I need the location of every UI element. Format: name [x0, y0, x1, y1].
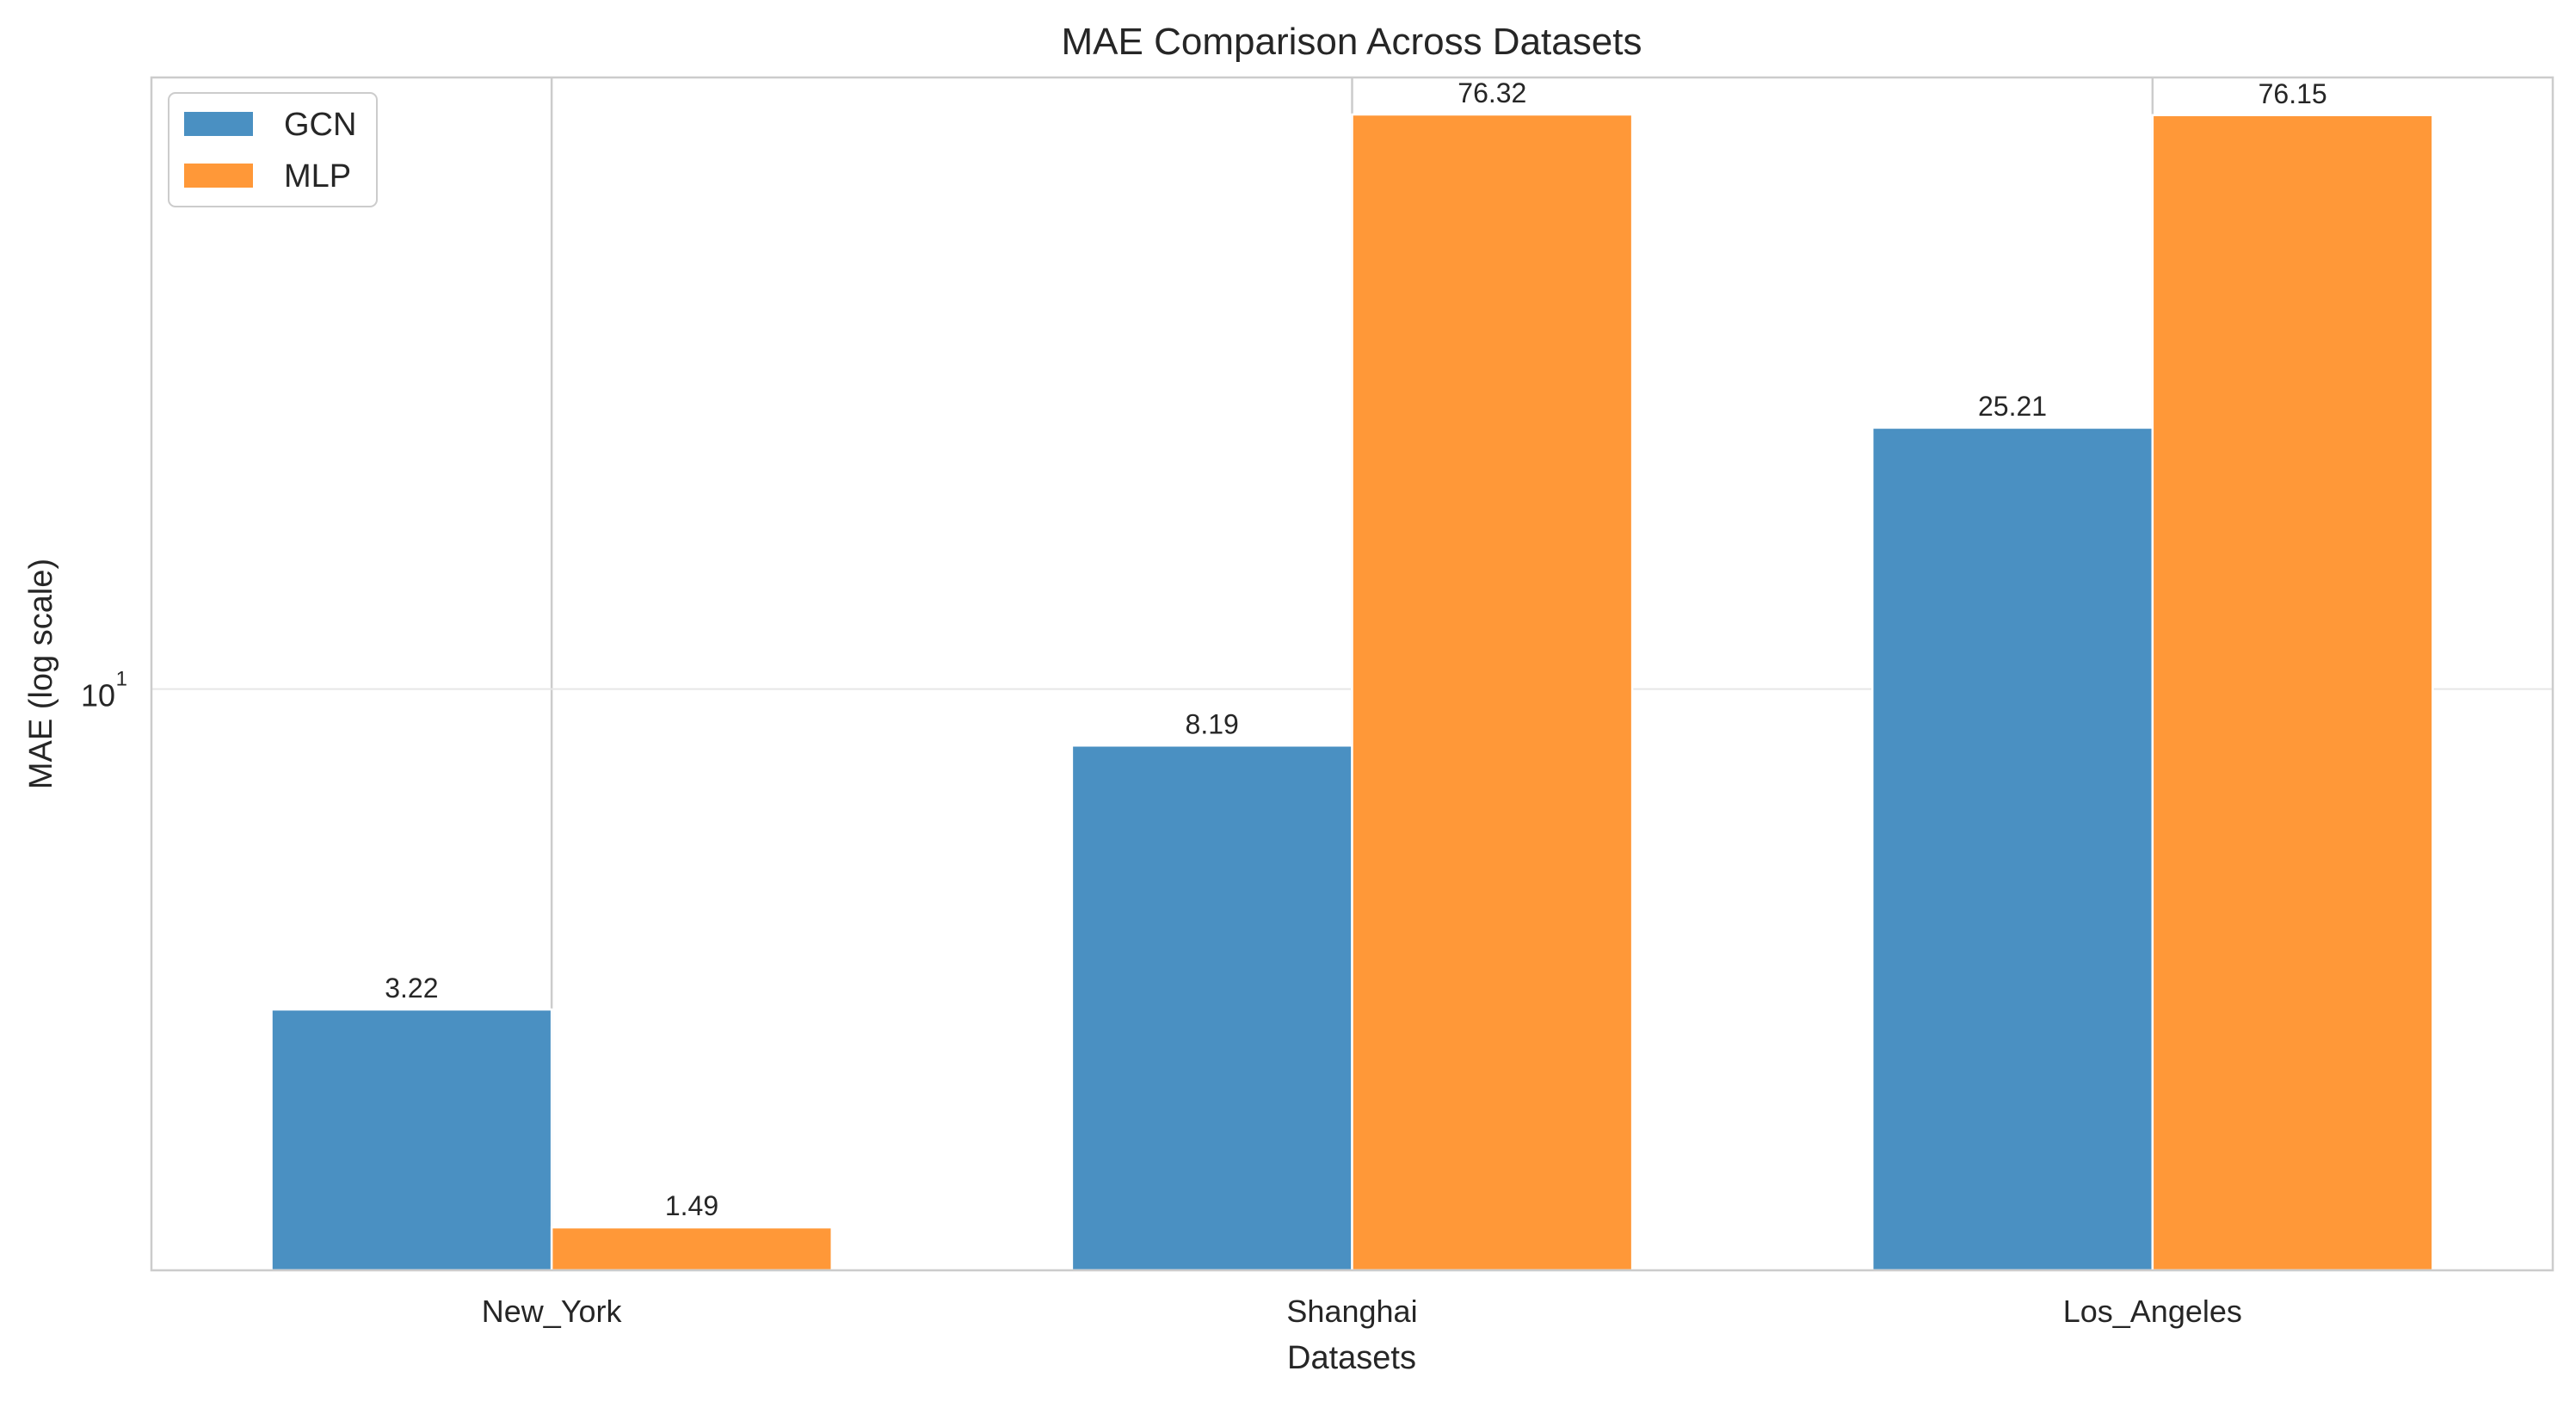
- y-tick-exponent: 1: [116, 668, 127, 691]
- bar-gcn-new-york: [270, 1008, 553, 1272]
- bar-gcn-shanghai: [1070, 744, 1353, 1272]
- y-tick-label: 10: [81, 678, 115, 713]
- data-label: 76.32: [1457, 77, 1526, 108]
- data-label: 3.22: [385, 973, 438, 1004]
- x-tick-label: New_York: [482, 1294, 623, 1329]
- x-tick-labels: New_York Shanghai Los_Angeles: [482, 1294, 2242, 1329]
- bar-gcn-los-angeles: [1870, 426, 2154, 1272]
- data-label: 76.15: [2259, 78, 2327, 109]
- chart-title: MAE Comparison Across Datasets: [1062, 21, 1642, 63]
- legend-label-mlp: MLP: [284, 158, 351, 195]
- data-labels: 3.22 8.19 25.21 1.49 76.32 76.15: [385, 77, 2326, 1221]
- bar-mlp-new-york: [550, 1226, 834, 1272]
- legend-swatch-mlp: [184, 164, 253, 188]
- y-axis-label: MAE (log scale): [23, 559, 59, 789]
- data-label: 1.49: [665, 1190, 718, 1221]
- legend-swatch-gcn: [184, 112, 253, 136]
- bar-mlp-los-angeles: [2151, 114, 2434, 1272]
- x-axis-label: Datasets: [1287, 1340, 1416, 1376]
- plot-frame: [150, 76, 2554, 1272]
- bars: [270, 113, 2434, 1272]
- x-tick-label: Shanghai: [1286, 1294, 1417, 1329]
- data-label: 8.19: [1186, 708, 1239, 739]
- data-label: 25.21: [1978, 391, 2047, 422]
- x-tick-label: Los_Angeles: [2063, 1294, 2242, 1329]
- legend-label-gcn: GCN: [284, 107, 356, 143]
- legend: GCN MLP: [168, 92, 378, 207]
- y-tick-labels: 10 1: [81, 668, 127, 713]
- bar-mlp-shanghai: [1351, 113, 1634, 1272]
